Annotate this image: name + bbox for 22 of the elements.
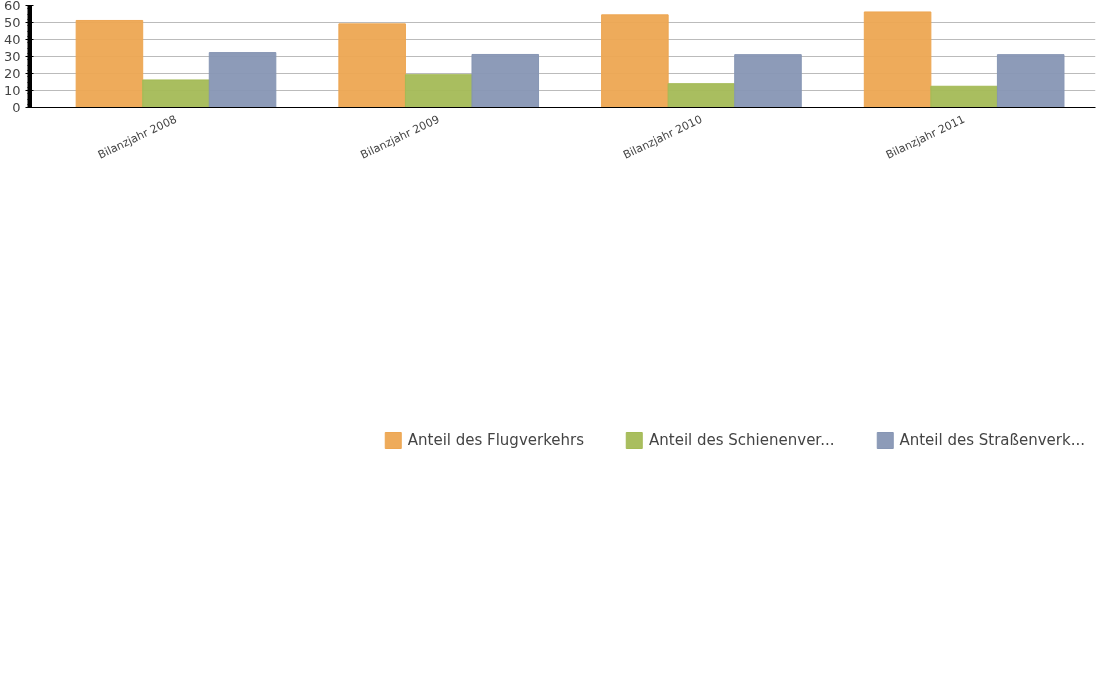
y-tick-label: 40: [3, 32, 21, 47]
bar: [338, 23, 406, 108]
y-tick-label: 60: [3, 0, 21, 13]
y-tick-label: 20: [3, 66, 21, 81]
bar: [734, 54, 802, 108]
bar: [208, 52, 277, 108]
y-tick-label: 10: [3, 83, 21, 98]
legend-label: Anteil des Schienenver...: [649, 431, 835, 449]
bar: [601, 14, 669, 108]
legend-label: Anteil des Flugverkehrs: [407, 431, 585, 449]
bar: [471, 53, 540, 108]
bar: [404, 74, 473, 108]
legend-label: Anteil des Straßenverk...: [899, 431, 1085, 449]
y-tick-label: 30: [3, 49, 21, 64]
bar: [667, 83, 736, 108]
y-tick-label: 50: [3, 15, 21, 30]
bar: [996, 54, 1065, 108]
bar: [930, 85, 998, 108]
bar: [863, 11, 932, 108]
y-tick-label: 0: [12, 100, 21, 115]
bar: [142, 79, 210, 108]
bar: [75, 19, 144, 108]
